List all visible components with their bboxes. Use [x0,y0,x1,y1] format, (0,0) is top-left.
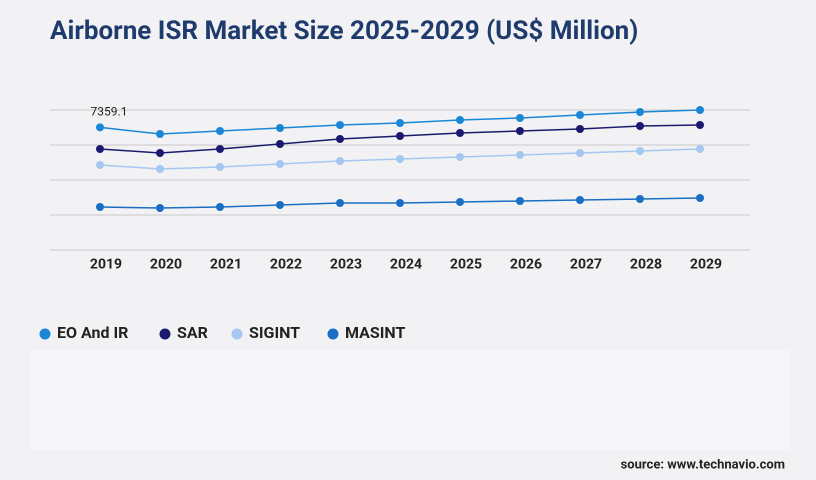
x-tick-label: 2021 [210,257,242,273]
legend-marker [159,328,171,340]
data-point [636,122,644,130]
data-point [456,129,464,137]
data-point [696,106,704,114]
data-point [396,199,404,207]
data-point [396,132,404,140]
data-point [276,124,284,132]
data-point [396,155,404,163]
data-point [96,145,104,153]
x-tick-label: 2026 [510,257,542,273]
legend-marker [39,328,51,340]
x-tick-label: 2025 [450,257,482,273]
data-point [216,203,224,211]
legend-label: EO And IR [57,323,128,342]
x-tick-label: 2028 [630,257,662,273]
legend-label: MASINT [345,323,405,342]
data-point [636,147,644,155]
data-point [216,145,224,153]
data-point [516,197,524,205]
x-tick-label: 2029 [690,257,722,273]
data-point [636,108,644,116]
chart-title: Airborne ISR Market Size 2025-2029 (US$ … [50,16,638,46]
data-point [576,111,584,119]
data-point [216,163,224,171]
source: source: www.technavio.com [621,457,785,472]
data-point [516,114,524,122]
legend-label: SAR [177,323,208,342]
data-point [576,196,584,204]
x-tick-label: 2019 [90,257,122,273]
legend-marker [327,328,339,340]
data-point [96,203,104,211]
x-tick-label: 2027 [570,257,602,273]
data-point [636,195,644,203]
data-point [576,125,584,133]
data-point [696,145,704,153]
data-point [456,153,464,161]
data-point [456,198,464,206]
x-tick-label: 2023 [330,257,362,273]
legend-panel [30,350,790,450]
data-point [96,123,104,132]
data-point [516,127,524,135]
data-point [276,160,284,168]
legend-label: SIGINT [249,323,300,342]
data-point [336,121,344,129]
data-point [156,130,164,138]
data-point [576,149,584,157]
data-point [396,119,404,127]
data-point [96,161,104,169]
data-point [696,194,704,202]
data-label: 7359.1 [91,105,128,119]
data-point [336,199,344,207]
data-point [336,157,344,165]
x-tick-label: 2022 [270,257,302,273]
data-point [156,149,164,157]
data-point [216,127,224,135]
data-point [276,201,284,209]
x-tick-label: 2020 [150,257,182,273]
legend-marker [231,328,243,340]
data-point [156,204,164,212]
data-point [696,121,704,129]
data-point [456,116,464,124]
data-point [156,165,164,173]
data-point [516,151,524,159]
data-point [336,135,344,143]
x-tick-label: 2024 [390,257,422,273]
data-point [276,140,284,148]
